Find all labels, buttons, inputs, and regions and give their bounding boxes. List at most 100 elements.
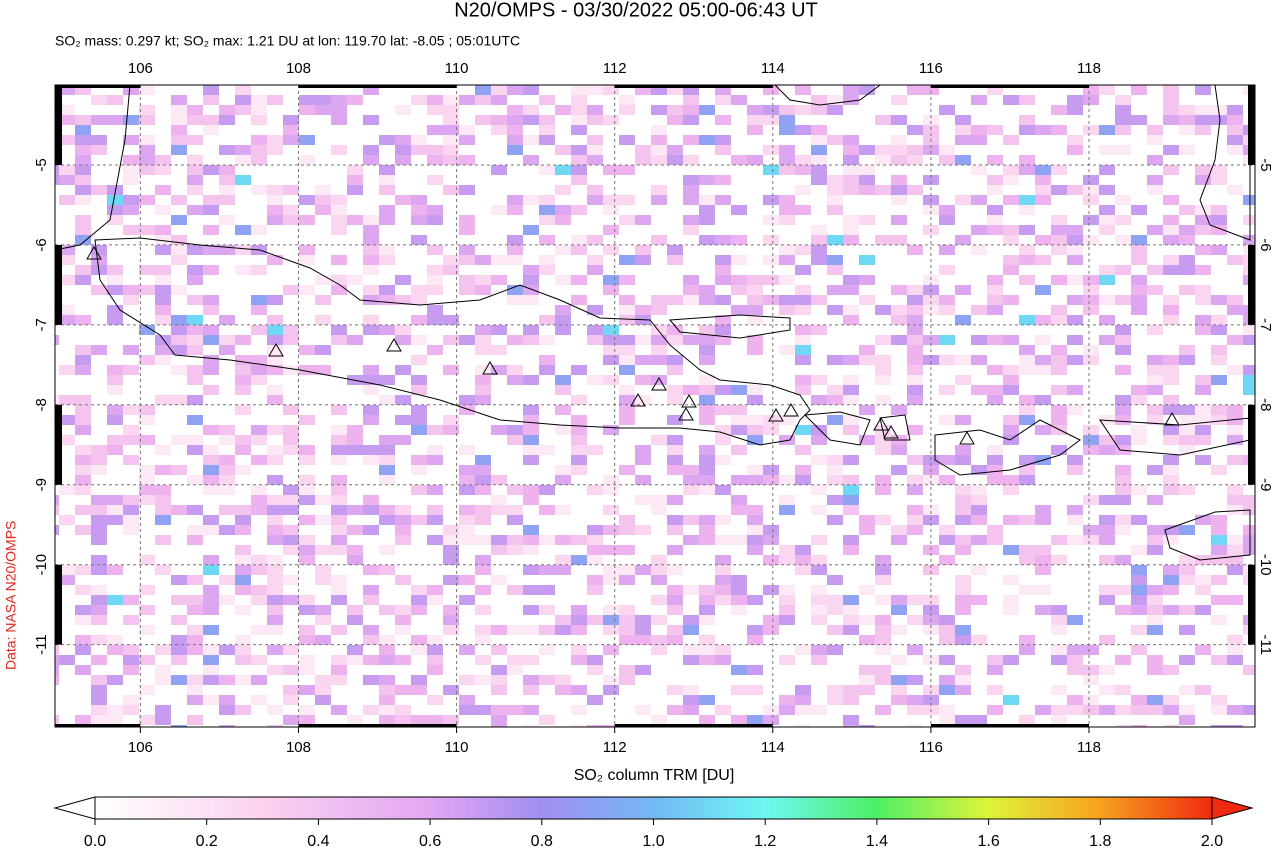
so2-pixel xyxy=(171,505,187,515)
so2-pixel xyxy=(491,115,507,125)
so2-pixel xyxy=(955,415,971,425)
so2-pixel xyxy=(1243,385,1255,395)
so2-pixel xyxy=(635,455,651,465)
so2-pixel xyxy=(731,665,747,675)
so2-pixel xyxy=(251,355,267,365)
so2-pixel xyxy=(1019,75,1035,85)
so2-pixel xyxy=(587,155,603,165)
so2-pixel xyxy=(331,205,347,215)
so2-pixels xyxy=(55,75,1272,727)
so2-pixel xyxy=(155,705,171,715)
so2-pixel xyxy=(587,335,603,345)
so2-pixel xyxy=(1019,255,1035,265)
so2-pixel xyxy=(283,715,299,725)
so2-pixel xyxy=(235,605,251,615)
so2-pixel xyxy=(75,145,91,155)
so2-pixel xyxy=(251,95,267,105)
so2-pixel xyxy=(459,95,475,105)
so2-pixel xyxy=(1195,115,1211,125)
so2-pixel xyxy=(315,365,331,375)
so2-pixel xyxy=(75,425,91,435)
so2-pixel xyxy=(619,615,635,625)
so2-pixel xyxy=(939,335,955,345)
so2-pixel xyxy=(763,705,779,715)
so2-pixel xyxy=(683,285,699,295)
so2-pixel xyxy=(523,325,539,335)
so2-pixel xyxy=(715,655,731,665)
so2-pixel xyxy=(1019,95,1035,105)
so2-pixel xyxy=(1227,495,1243,505)
so2-pixel xyxy=(1051,235,1067,245)
volcano xyxy=(783,403,799,417)
so2-pixel xyxy=(187,325,203,335)
so2-pixel xyxy=(1163,565,1179,575)
so2-pixel xyxy=(619,105,635,115)
so2-pixel xyxy=(1051,245,1067,255)
coastline xyxy=(803,411,871,446)
so2-pixel xyxy=(603,675,619,685)
so2-pixel xyxy=(1259,495,1272,505)
so2-pixel xyxy=(747,595,763,605)
volcano xyxy=(268,343,284,357)
so2-pixel xyxy=(859,725,875,727)
so2-pixel xyxy=(379,135,395,145)
so2-pixel xyxy=(55,525,59,535)
so2-pixel xyxy=(267,345,283,355)
so2-pixel xyxy=(1003,165,1019,175)
so2-pixel xyxy=(523,495,539,505)
so2-pixel xyxy=(203,595,219,605)
y-tick-label: -5 xyxy=(1257,158,1272,171)
so2-pixel xyxy=(507,665,523,675)
so2-pixel xyxy=(507,535,523,545)
so2-pixel xyxy=(299,625,315,635)
so2-pixel xyxy=(667,595,683,605)
so2-pixel xyxy=(491,685,507,695)
so2-pixel xyxy=(907,725,923,727)
so2-pixel xyxy=(91,95,107,105)
colorbar xyxy=(94,796,1213,820)
so2-pixel xyxy=(203,75,219,85)
so2-pixel xyxy=(907,645,923,655)
so2-pixel xyxy=(875,595,891,605)
so2-pixel xyxy=(1067,95,1083,105)
so2-pixel xyxy=(443,265,459,275)
so2-pixel xyxy=(171,725,187,727)
so2-pixel xyxy=(811,485,827,495)
so2-pixel xyxy=(603,575,619,585)
so2-pixel xyxy=(251,675,267,685)
frame-bar xyxy=(1248,244,1255,325)
so2-pixel xyxy=(411,215,427,225)
so2-pixel xyxy=(1067,335,1083,345)
so2-pixel xyxy=(1083,495,1099,505)
so2-pixel xyxy=(955,635,971,645)
so2-pixel xyxy=(251,295,267,305)
so2-pixel xyxy=(1115,705,1131,715)
so2-pixel xyxy=(139,325,155,335)
so2-pixel xyxy=(1227,255,1243,265)
so2-pixel xyxy=(795,555,811,565)
so2-pixel xyxy=(651,235,667,245)
so2-pixel xyxy=(1099,595,1115,605)
so2-pixel xyxy=(587,185,603,195)
so2-pixel xyxy=(107,445,123,455)
so2-pixel xyxy=(555,215,571,225)
so2-pixel xyxy=(1067,225,1083,235)
so2-pixel xyxy=(107,705,123,715)
so2-pixel xyxy=(363,225,379,235)
so2-pixel xyxy=(395,75,411,85)
so2-pixel xyxy=(267,725,283,727)
so2-pixel xyxy=(347,165,363,175)
so2-pixel xyxy=(299,95,315,105)
so2-pixel xyxy=(395,195,411,205)
so2-pixel xyxy=(603,115,619,125)
y-tick-label: -5 xyxy=(33,158,50,171)
so2-pixel xyxy=(923,605,939,615)
so2-pixel xyxy=(603,335,619,345)
so2-pixel xyxy=(507,115,523,125)
so2-pixel xyxy=(523,685,539,695)
so2-pixel xyxy=(763,235,779,245)
so2-pixel xyxy=(235,245,251,255)
so2-pixel xyxy=(971,465,987,475)
so2-pixel xyxy=(1147,125,1163,135)
so2-pixel xyxy=(75,115,91,125)
